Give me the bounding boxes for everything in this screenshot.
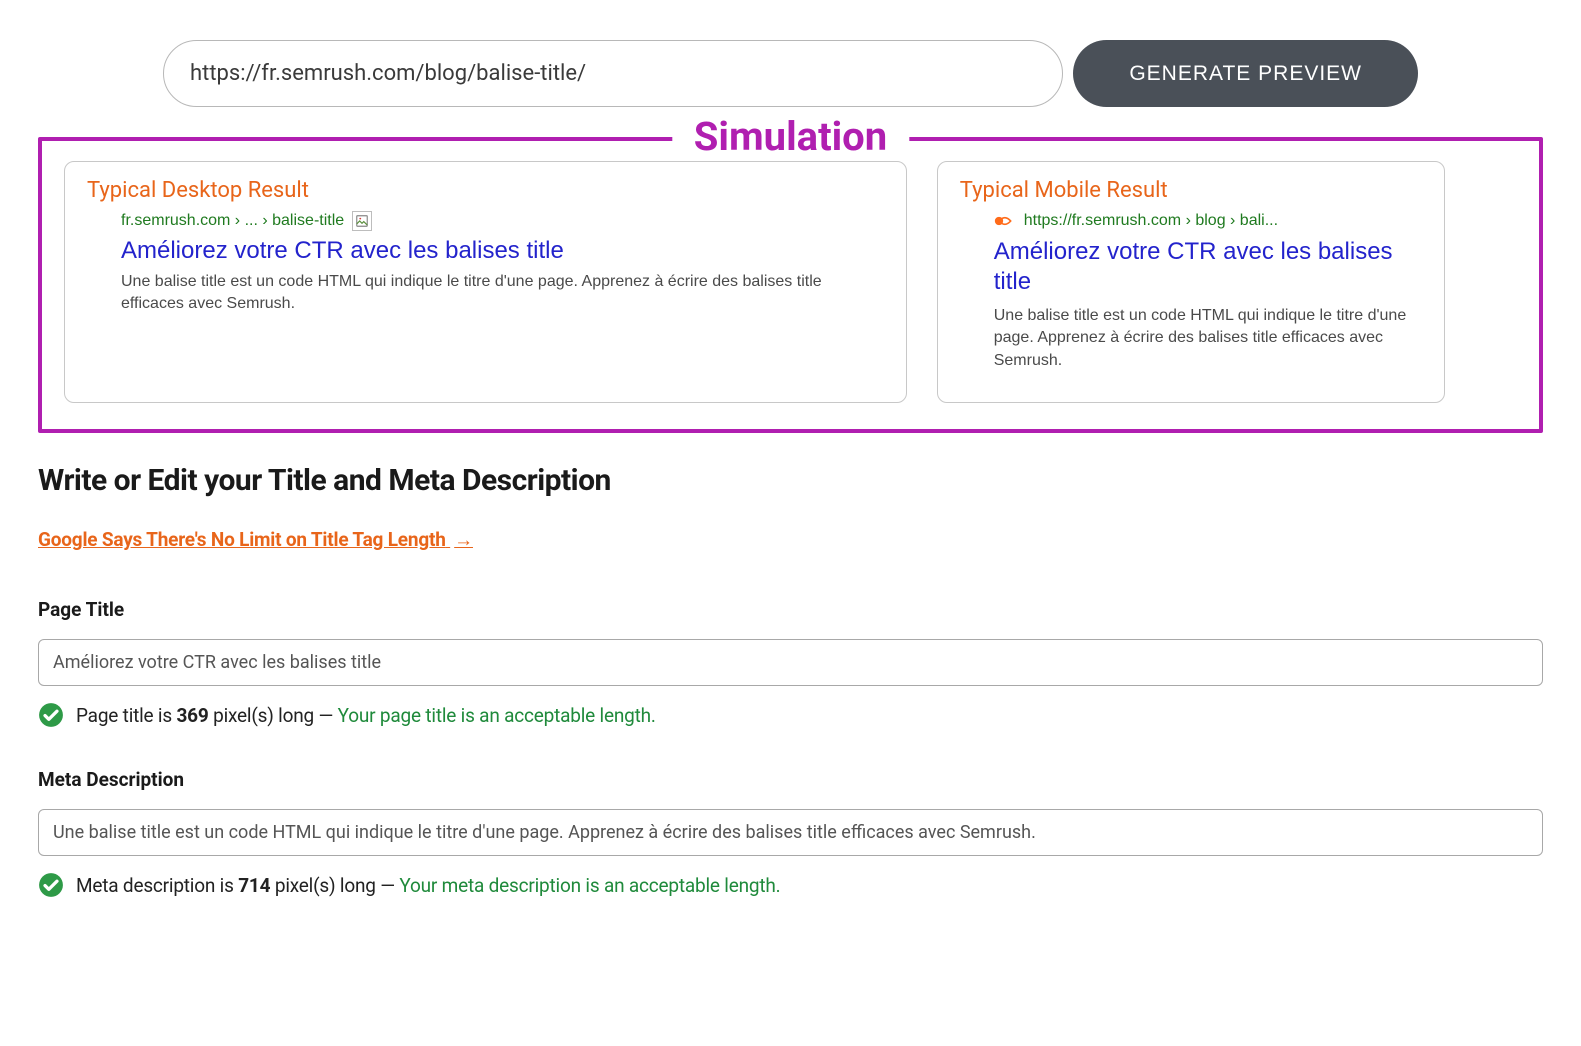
desktop-result-title[interactable]: Améliorez votre CTR avec les balises tit…	[121, 237, 884, 265]
desktop-breadcrumb-text: fr.semrush.com › ... › balise-title	[121, 212, 344, 230]
check-circle-icon	[38, 872, 64, 898]
mobile-result-title[interactable]: Améliorez votre CTR avec les balises tit…	[994, 237, 1423, 297]
desktop-breadcrumb: fr.semrush.com › ... › balise-title	[121, 211, 884, 231]
simulation-label: Simulation	[672, 113, 909, 160]
editor-section-title: Write or Edit your Title and Meta Descri…	[38, 463, 1543, 498]
desktop-result-card: Typical Desktop Result fr.semrush.com › …	[64, 161, 907, 403]
simulation-box: Simulation Typical Desktop Result fr.sem…	[38, 137, 1543, 433]
page-title-group: Page Title Page title is 369 pixel(s) lo…	[38, 598, 1543, 728]
broken-image-icon	[352, 211, 372, 231]
url-input[interactable]	[163, 40, 1063, 107]
meta-description-status: Meta description is 714 pixel(s) long — …	[38, 872, 1543, 898]
check-circle-icon	[38, 702, 64, 728]
mobile-breadcrumb: https://fr.semrush.com › blog › bali...	[1024, 212, 1278, 230]
meta-description-status-text: Meta description is 714 pixel(s) long — …	[76, 874, 780, 897]
meta-description-label: Meta Description	[38, 768, 1543, 791]
arrow-right-icon: →	[454, 528, 473, 551]
desktop-result-description: Une balise title est un code HTML qui in…	[121, 271, 884, 316]
google-link-text: Google Says There's No Limit on Title Ta…	[38, 528, 446, 551]
generate-row: GENERATE PREVIEW	[163, 40, 1418, 107]
page-title-label: Page Title	[38, 598, 1543, 621]
desktop-result-heading: Typical Desktop Result	[87, 178, 884, 203]
mobile-result-card: Typical Mobile Result https://fr.semrush…	[937, 161, 1446, 403]
google-title-length-link[interactable]: Google Says There's No Limit on Title Ta…	[38, 528, 473, 552]
meta-description-input[interactable]	[38, 809, 1543, 856]
mobile-result-description: Une balise title est un code HTML qui in…	[994, 305, 1423, 372]
page-title-status: Page title is 369 pixel(s) long — Your p…	[38, 702, 1543, 728]
semrush-favicon-icon	[994, 211, 1014, 231]
page-title-status-text: Page title is 369 pixel(s) long — Your p…	[76, 704, 656, 727]
meta-description-group: Meta Description Meta description is 714…	[38, 768, 1543, 898]
mobile-result-heading: Typical Mobile Result	[960, 178, 1423, 203]
page-title-input[interactable]	[38, 639, 1543, 686]
generate-preview-button[interactable]: GENERATE PREVIEW	[1073, 40, 1418, 107]
